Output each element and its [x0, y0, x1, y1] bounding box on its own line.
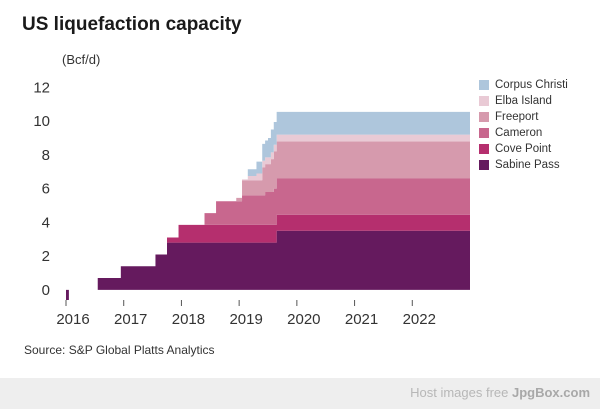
chart-title: US liquefaction capacity	[22, 14, 242, 35]
area-series-sabine-pass	[66, 230, 470, 300]
x-tick-label: 2016	[56, 311, 89, 328]
legend-label: Cameron	[495, 127, 543, 139]
chart-legend: Corpus Christi Elba Island Freeport Cameron…	[479, 77, 568, 173]
area-series-cameron	[66, 178, 470, 300]
x-tick-label: 2021	[345, 311, 378, 328]
legend-swatch	[479, 80, 489, 90]
x-tick-label: 2020	[287, 311, 320, 328]
legend-label: Sabine Pass	[495, 159, 560, 171]
footer-bar: Host images free JpgBox.com	[0, 378, 600, 409]
legend-label: Corpus Christi	[495, 79, 568, 91]
y-tick-label: 4	[42, 214, 50, 231]
legend-swatch	[479, 144, 489, 154]
legend-item: Cameron	[479, 125, 568, 141]
legend-item: Cove Point	[479, 141, 568, 157]
legend-item: Freeport	[479, 109, 568, 125]
y-tick-label: 2	[42, 248, 50, 265]
legend-swatch	[479, 128, 489, 138]
area-series-cove-point	[66, 214, 470, 300]
x-tick-label: 2022	[403, 311, 436, 328]
legend-label: Elba Island	[495, 95, 552, 107]
legend-item: Elba Island	[479, 93, 568, 109]
chart-area: 0 2 4 6 8 10 12 2016 2017 2018 2019 2020 2021 2022	[33, 79, 470, 328]
x-tick-label: 2018	[172, 311, 205, 328]
footer-prefix: Host images free	[410, 385, 512, 400]
y-tick-label: 8	[42, 147, 50, 164]
area-series-corpus-christi	[66, 111, 470, 300]
legend-label: Cove Point	[495, 143, 552, 155]
area-series-freeport	[66, 141, 470, 300]
y-tick-label: 6	[42, 181, 50, 198]
y-tick-label: 10	[33, 113, 50, 130]
legend-swatch	[479, 96, 489, 106]
legend-item: Sabine Pass	[479, 157, 568, 173]
legend-label: Freeport	[495, 111, 539, 123]
legend-item: Corpus Christi	[479, 77, 568, 93]
x-tick-label: 2017	[114, 311, 147, 328]
legend-swatch	[479, 112, 489, 122]
x-tick-label: 2019	[229, 311, 262, 328]
legend-swatch	[479, 160, 489, 170]
footer-text: Host images free JpgBox.com	[410, 385, 590, 400]
y-axis-unit-label: (Bcf/d)	[62, 52, 101, 67]
y-tick-label: 0	[42, 282, 50, 299]
y-tick-label: 12	[33, 79, 50, 96]
footer-brand-link[interactable]: JpgBox.com	[511, 385, 590, 400]
source-note: Source: S&P Global Platts Analytics	[24, 343, 215, 357]
